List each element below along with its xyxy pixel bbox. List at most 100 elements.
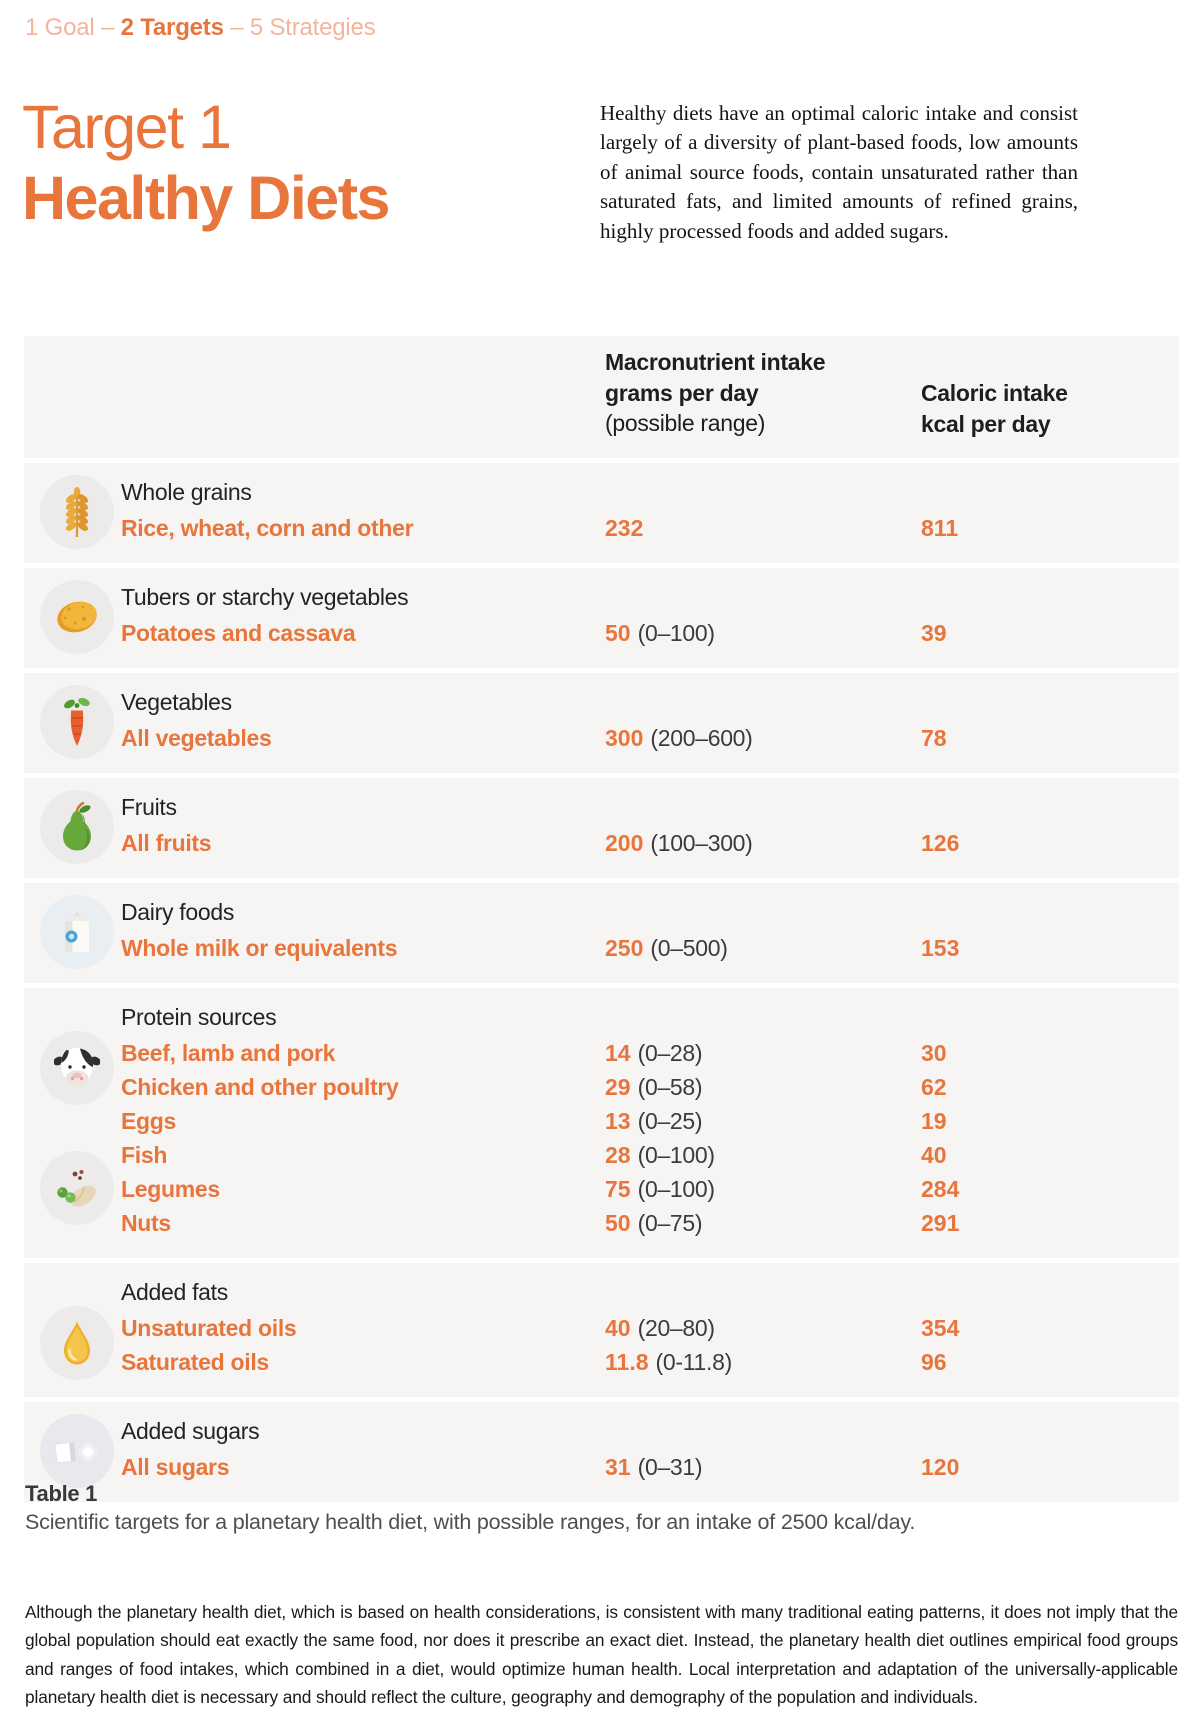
- food-item-row: All sugars 31 (0–31) 120: [121, 1452, 1179, 1486]
- kcal-per-day-value: 19: [921, 1108, 947, 1134]
- carrot-icon: [40, 685, 114, 759]
- possible-range-value: (100–300): [650, 830, 753, 856]
- grams-per-day-value: 28: [605, 1142, 631, 1168]
- food-item-row: Legumes 75 (0–100) 284: [121, 1174, 1179, 1208]
- food-item-row: All vegetables 300 (200–600) 78: [121, 723, 1179, 757]
- food-group-label: Whole grains: [121, 479, 252, 505]
- wheat-icon: [40, 475, 114, 549]
- grams-per-day-value: 31: [605, 1454, 631, 1480]
- food-item-label: All fruits: [121, 830, 212, 856]
- possible-range-value: (0–75): [637, 1210, 703, 1236]
- possible-range-value: (0–31): [637, 1454, 703, 1480]
- potato-icon: [40, 580, 114, 654]
- macronutrient-value-cell: 200 (100–300): [605, 828, 921, 862]
- macronutrient-value-cell: 28 (0–100): [605, 1140, 921, 1174]
- row-icon-column: [40, 1002, 121, 1242]
- row-content: Fruits All fruits 200 (100–300) 126: [121, 792, 1179, 862]
- kcal-per-day-value: 291: [921, 1210, 960, 1236]
- food-group-label: Dairy foods: [121, 899, 235, 925]
- table-caption-label: Table 1: [25, 1481, 98, 1506]
- macronutrient-value-cell: 50 (0–75): [605, 1208, 921, 1242]
- food-group-label: Tubers or starchy vegetables: [121, 584, 409, 610]
- row-icon-column: [40, 475, 121, 549]
- col-header-caloric-line1: Caloric intake: [921, 380, 1068, 406]
- food-group-label: Vegetables: [121, 689, 232, 715]
- kcal-per-day-value: 811: [921, 515, 959, 541]
- breadcrumb-targets: 2 Targets: [120, 14, 224, 41]
- cow-icon: [40, 1031, 114, 1105]
- food-item-label: Whole milk or equivalents: [121, 935, 398, 961]
- food-item-label: All vegetables: [121, 725, 272, 751]
- col-header-macronutrient: Macronutrient intake grams per day (poss…: [605, 347, 826, 439]
- diet-table: Macronutrient intake grams per day (poss…: [24, 336, 1179, 1502]
- breadcrumb-goal: 1 Goal –: [25, 14, 121, 41]
- food-item-label: Unsaturated oils: [121, 1315, 297, 1341]
- grams-per-day-value: 50: [605, 620, 631, 646]
- table-row-fruits: Fruits All fruits 200 (100–300) 126: [24, 778, 1179, 878]
- kcal-per-day-value: 126: [921, 830, 960, 856]
- macronutrient-value-cell: 14 (0–28): [605, 1038, 921, 1072]
- col-header-macronutrient-line1: Macronutrient intake: [605, 349, 826, 375]
- table-header: Macronutrient intake grams per day (poss…: [24, 336, 1179, 458]
- col-header-caloric: Caloric intake kcal per day: [921, 378, 1068, 439]
- macronutrient-value-cell: 29 (0–58): [605, 1072, 921, 1106]
- macronutrient-value-cell: 250 (0–500): [605, 933, 921, 967]
- food-item-label: Legumes: [121, 1176, 220, 1202]
- table-row-added-fats: Added fats Unsaturated oils 40 (20–80) 354 Sa…: [24, 1263, 1179, 1397]
- food-item-row: Chicken and other poultry 29 (0–58) 62: [121, 1072, 1179, 1106]
- possible-range-value: (0-11.8): [655, 1349, 733, 1375]
- kcal-per-day-value: 96: [921, 1349, 947, 1375]
- grams-per-day-value: 29: [605, 1074, 631, 1100]
- row-icon-column: [40, 1277, 121, 1381]
- food-item-row: All fruits 200 (100–300) 126: [121, 828, 1179, 862]
- row-icon-column: [40, 1414, 121, 1488]
- food-item-row: Rice, wheat, corn and other 232 811: [121, 513, 1179, 547]
- breadcrumb-strategies: – 5 Strategies: [223, 14, 376, 41]
- kcal-per-day-value: 120: [921, 1454, 960, 1480]
- kcal-per-day-value: 62: [921, 1074, 947, 1100]
- macronutrient-value-cell: 75 (0–100): [605, 1174, 921, 1208]
- table-caption-text: Scientific targets for a planetary healt…: [25, 1510, 916, 1534]
- food-item-row: Eggs 13 (0–25) 19: [121, 1106, 1179, 1140]
- page-title-main: Healthy Diets: [22, 164, 390, 233]
- grams-per-day-value: 11.8: [605, 1349, 649, 1375]
- table-row-added-sugars: Added sugars All sugars 31 (0–31) 120: [24, 1402, 1179, 1502]
- food-item-label: Rice, wheat, corn and other: [121, 515, 414, 541]
- page-title-kicker: Target 1: [22, 93, 232, 161]
- food-group-label: Added fats: [121, 1279, 228, 1305]
- grams-per-day-value: 40: [605, 1315, 631, 1341]
- macronutrient-value-cell: 31 (0–31): [605, 1452, 921, 1486]
- food-item-row: Whole milk or equivalents 250 (0–500) 153: [121, 933, 1179, 967]
- possible-range-value: (0–58): [637, 1074, 703, 1100]
- kcal-per-day-value: 40: [921, 1142, 947, 1168]
- table-row-vegetables: Vegetables All vegetables 300 (200–600) 78: [24, 673, 1179, 773]
- food-item-label: All sugars: [121, 1454, 230, 1480]
- grams-per-day-value: 14: [605, 1040, 631, 1066]
- food-item-row: Unsaturated oils 40 (20–80) 354: [121, 1313, 1179, 1347]
- grams-per-day-value: 75: [605, 1176, 631, 1202]
- food-group-label: Protein sources: [121, 1004, 277, 1030]
- food-item-label: Eggs: [121, 1108, 177, 1134]
- col-header-caloric-line2: kcal per day: [921, 410, 1051, 437]
- grams-per-day-value: 300: [605, 725, 644, 751]
- grams-per-day-value: 13: [605, 1108, 631, 1134]
- grams-per-day-value: 232: [605, 515, 644, 541]
- food-item-row: Fish 28 (0–100) 40: [121, 1140, 1179, 1174]
- possible-range-value: (20–80): [637, 1315, 715, 1341]
- possible-range-value: (0–100): [637, 620, 715, 646]
- macronutrient-value-cell: 13 (0–25): [605, 1106, 921, 1140]
- kcal-per-day-value: 153: [921, 935, 960, 961]
- food-item-row: Nuts 50 (0–75) 291: [121, 1208, 1179, 1242]
- macronutrient-value-cell: 11.8 (0-11.8): [605, 1347, 921, 1381]
- milk-carton-icon: [40, 895, 114, 969]
- col-header-macronutrient-line3: (possible range): [605, 410, 766, 436]
- kcal-per-day-value: 30: [921, 1040, 947, 1066]
- food-item-label: Potatoes and cassava: [121, 620, 356, 646]
- footnote: Although the planetary health diet, whic…: [25, 1602, 1178, 1707]
- grams-per-day-value: 50: [605, 1210, 631, 1236]
- possible-range-value: (200–600): [650, 725, 753, 751]
- food-item-row: Potatoes and cassava 50 (0–100) 39: [121, 618, 1179, 652]
- macronutrient-value-cell: 300 (200–600): [605, 723, 921, 757]
- grams-per-day-value: 250: [605, 935, 644, 961]
- food-item-label: Saturated oils: [121, 1349, 269, 1375]
